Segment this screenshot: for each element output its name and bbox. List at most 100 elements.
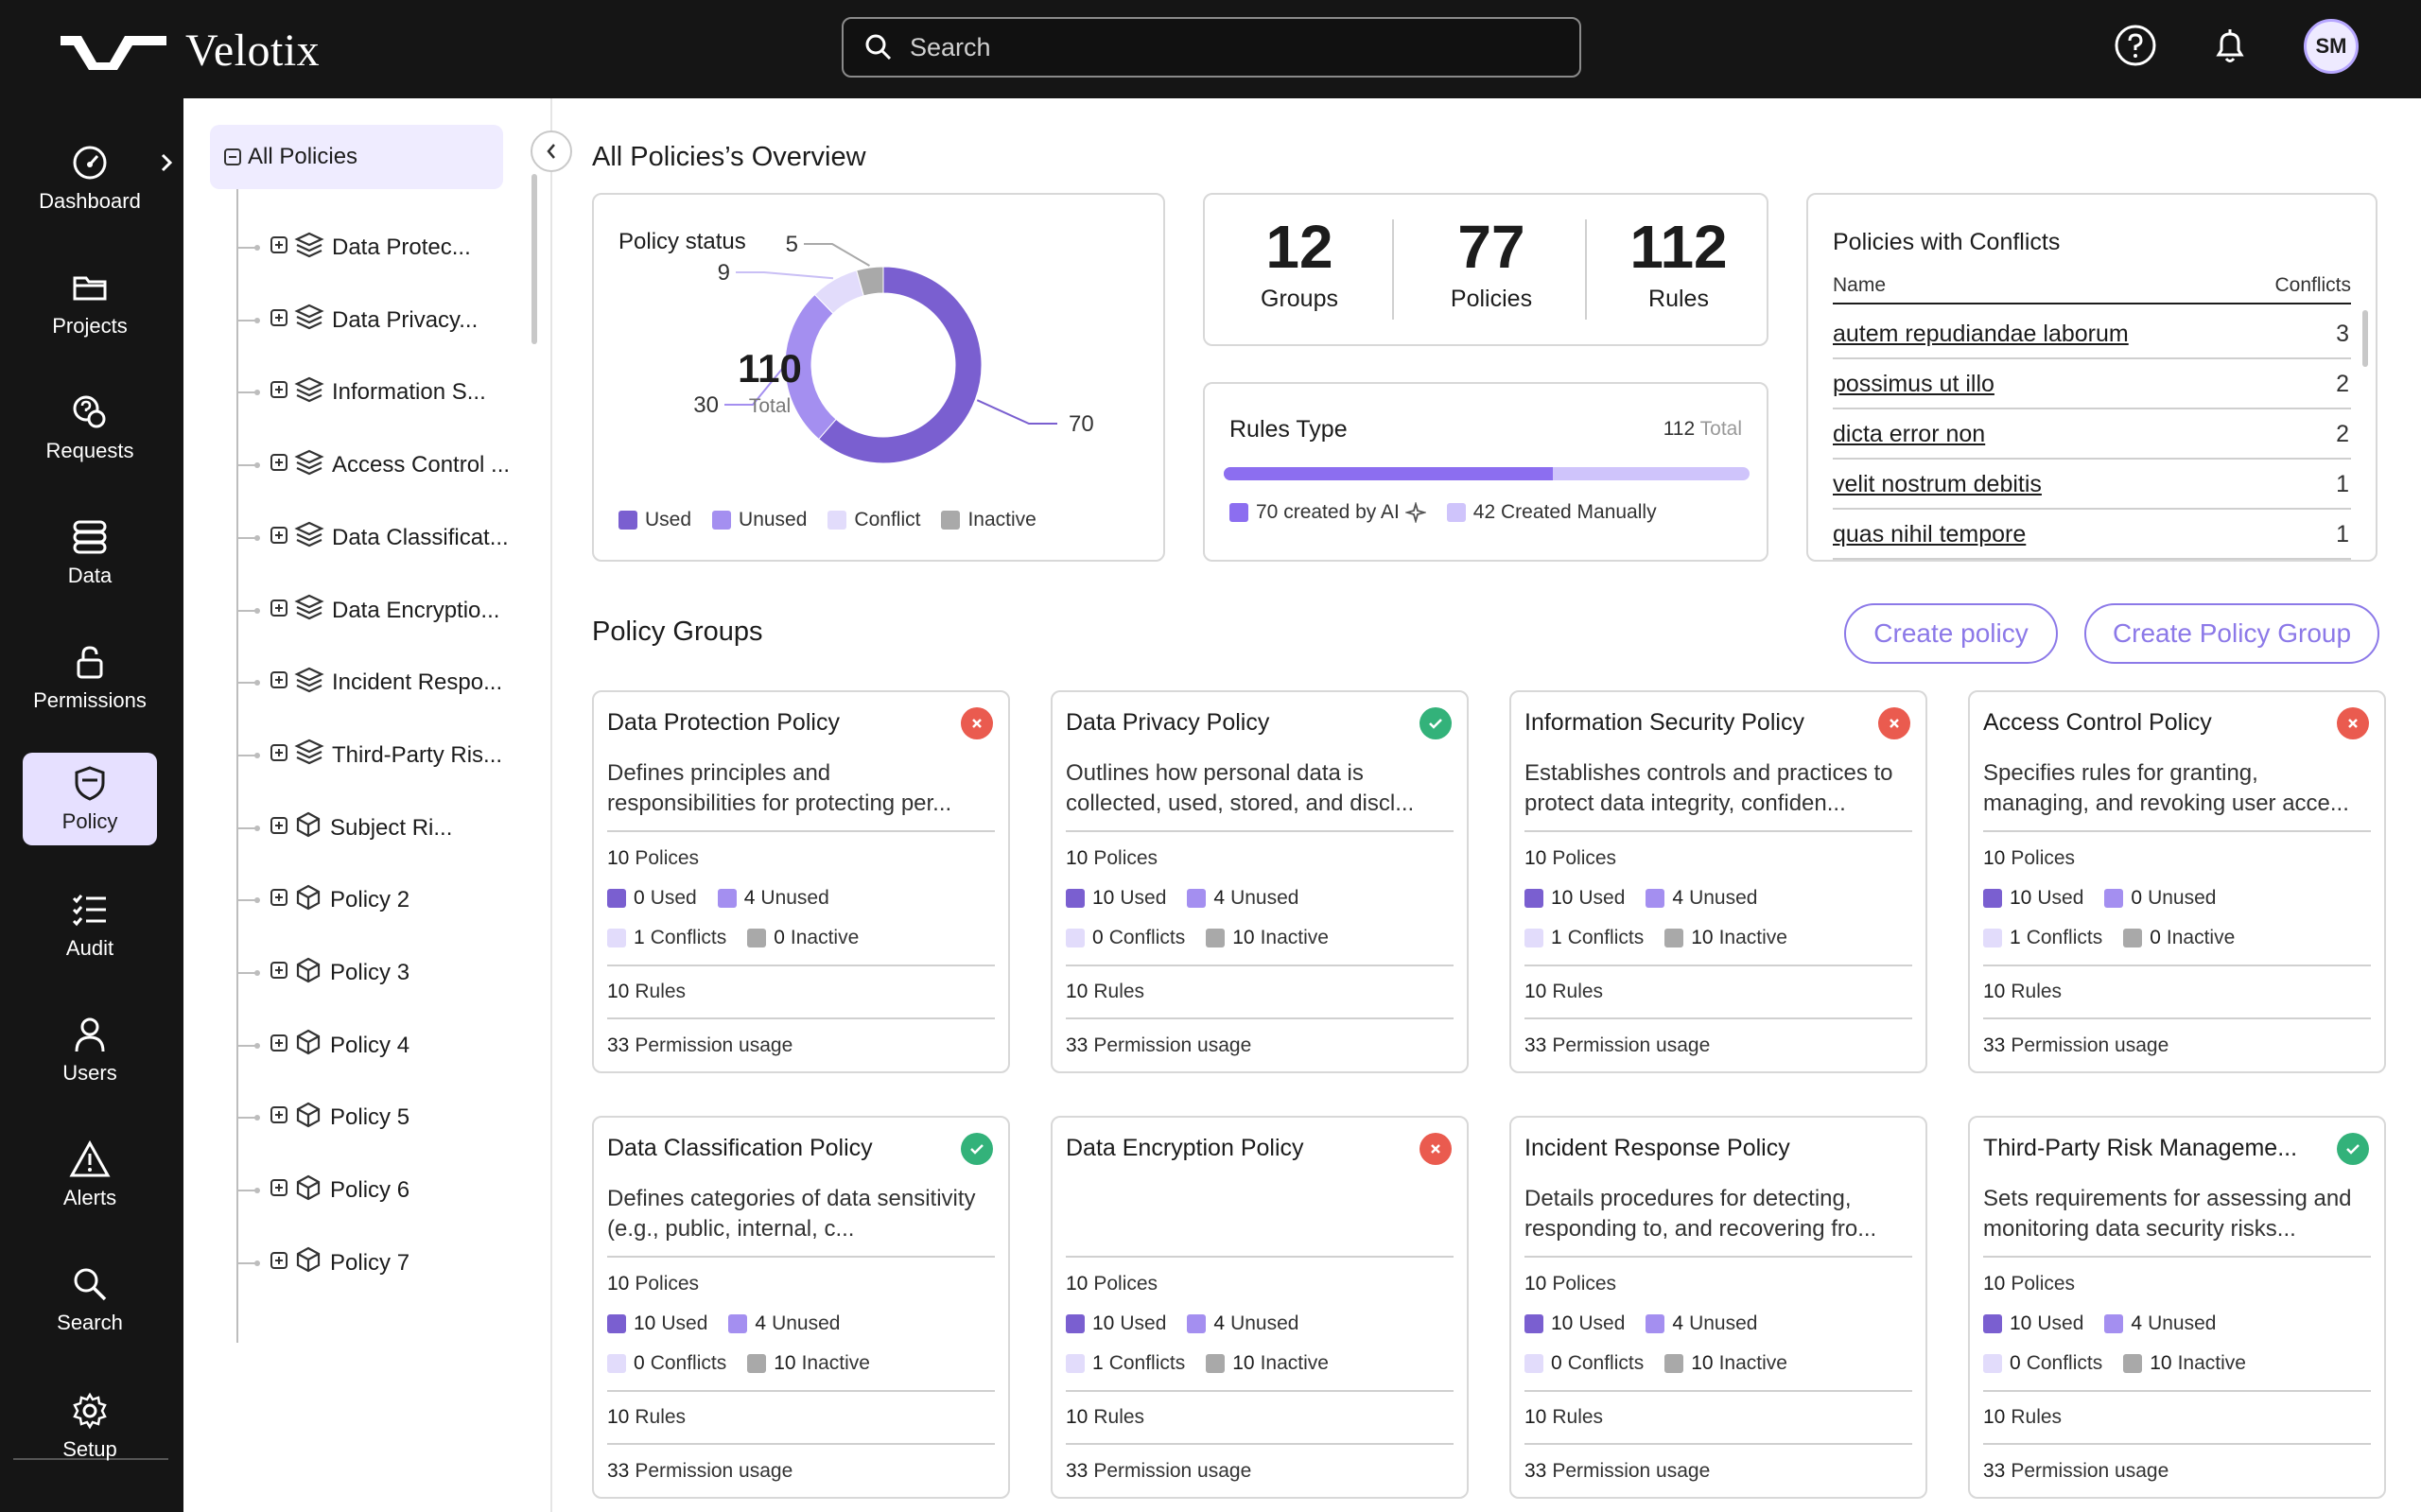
policy-group-card[interactable]: Data Classification Policy Defines catego… — [592, 1116, 1010, 1499]
sidebar-item-data[interactable]: Data — [23, 507, 157, 600]
count-groups: 12 Groups — [1205, 195, 1394, 348]
conflict-row[interactable]: quas nihil tempore 1 — [1833, 511, 2351, 560]
tree-item-policy-group[interactable]: Data Classificat... — [236, 519, 509, 557]
expand-square-icon[interactable] — [270, 960, 288, 986]
tree-item-policy-group[interactable]: Data Encryptio... — [236, 592, 499, 630]
policy-group-card[interactable]: Incident Response Policy Details procedur… — [1509, 1116, 1927, 1499]
policy-group-title: Information Security Policy — [1524, 709, 1804, 736]
sidebar-divider — [13, 1458, 168, 1460]
tree-item-policy-group[interactable]: Data Privacy... — [236, 302, 478, 339]
sidebar-item-alerts[interactable]: Alerts — [23, 1129, 157, 1222]
tree-scrollbar[interactable] — [531, 174, 537, 344]
help-icon[interactable] — [2113, 23, 2158, 68]
conflicts-scrollbar[interactable] — [2362, 310, 2368, 367]
conflict-row[interactable]: possimus ut illo 2 — [1833, 360, 2351, 409]
expand-square-icon[interactable] — [270, 1177, 288, 1204]
conflict-policy-link[interactable]: autem repudiandae laborum — [1833, 320, 2129, 347]
sidebar-item-policy[interactable]: Policy — [23, 753, 157, 845]
divider — [1066, 1017, 1454, 1019]
expand-square-icon[interactable] — [270, 742, 288, 769]
bell-icon[interactable] — [2207, 23, 2253, 68]
callout-label-conflict: 9 — [718, 260, 730, 286]
search-input[interactable]: Search — [842, 17, 1581, 78]
sidebar-item-requests[interactable]: Requests — [23, 382, 157, 475]
policy-group-card[interactable]: Data Protection Policy Defines principles… — [592, 690, 1010, 1073]
sidebar-item-setup[interactable]: Setup — [23, 1381, 157, 1473]
expand-square-icon[interactable] — [270, 452, 288, 478]
tree-item-policy[interactable]: Policy 7 — [236, 1244, 409, 1282]
conflict-row[interactable]: autem repudiandae laborum 3 — [1833, 310, 2351, 359]
chevron-right-icon[interactable] — [159, 151, 174, 174]
donut-segment-unused[interactable] — [784, 293, 837, 441]
policy-group-card[interactable]: Data Encryption Policy 10 Polices 10 Used 4 Un… — [1051, 1116, 1469, 1499]
rules-count: 10 Rules — [607, 981, 687, 1002]
tree-item-policy[interactable]: Policy 5 — [236, 1099, 409, 1137]
expand-square-icon[interactable] — [270, 307, 288, 334]
conflict-policy-link[interactable]: quas nihil tempore — [1833, 520, 2027, 547]
count-value: 12 — [1265, 213, 1333, 281]
tree-item-policy[interactable]: Policy 3 — [236, 954, 409, 992]
sidebar-item-dashboard[interactable]: Dashboard — [23, 132, 157, 225]
count-value: 112 — [1629, 213, 1728, 281]
sidebar-item-search[interactable]: Search — [23, 1254, 157, 1347]
expand-square-icon[interactable] — [270, 887, 288, 913]
avatar[interactable]: SM — [2304, 19, 2359, 74]
collapse-square-icon[interactable] — [223, 148, 242, 166]
tree-item-policy-group[interactable]: Incident Respo... — [236, 664, 502, 702]
expand-square-icon[interactable] — [270, 379, 288, 406]
policy-group-card[interactable]: Access Control Policy Specifies rules for… — [1968, 690, 2386, 1073]
conflict-policy-link[interactable]: dicta error non — [1833, 420, 1986, 447]
permission-usage: 33 Permission usage — [607, 1034, 793, 1056]
tree-root-all-policies[interactable]: All Policies — [210, 125, 503, 189]
conflicts-title: Policies with Conflicts — [1833, 229, 2061, 255]
conflict-policy-link[interactable]: possimus ut illo — [1833, 370, 1994, 397]
donut-segment-inactive[interactable] — [856, 266, 884, 297]
expand-square-icon[interactable] — [270, 598, 288, 624]
logo[interactable]: Velotix — [61, 25, 320, 77]
tree-connector — [236, 464, 257, 467]
expand-square-icon[interactable] — [270, 235, 288, 261]
tree-item-label: Policy 5 — [330, 1104, 410, 1131]
tree-dot — [254, 1260, 260, 1266]
conflict-row[interactable]: dicta error non 2 — [1833, 410, 2351, 460]
tree-item-policy-group[interactable]: Access Control ... — [236, 446, 510, 484]
tree-item-policy-group[interactable]: Data Protec... — [236, 229, 471, 267]
expand-square-icon[interactable] — [270, 669, 288, 696]
tree-connector — [236, 682, 257, 685]
tree-item-policy[interactable]: Policy 6 — [236, 1172, 409, 1209]
sidebar-item-audit[interactable]: Audit — [23, 879, 157, 972]
policy-group-card[interactable]: Third-Party Risk Manageme... Sets require… — [1968, 1116, 2386, 1499]
policy-group-description: Defines categories of data sensitivity (… — [607, 1186, 976, 1242]
tree-item-policy[interactable]: Policy 2 — [236, 881, 409, 919]
divider — [1524, 830, 1912, 832]
tree-item-policy-group[interactable]: Information S... — [236, 374, 486, 411]
conflict-policy-link[interactable]: velit nostrum debitis — [1833, 470, 2042, 497]
sidebar-item-permissions[interactable]: Permissions — [23, 632, 157, 724]
tree-dot — [254, 680, 260, 686]
tree-item-policy-group[interactable]: Third-Party Ris... — [236, 737, 502, 774]
tree-dot — [254, 245, 260, 251]
tree-item-policy[interactable]: Subject Ri... — [236, 809, 452, 847]
policy-group-card[interactable]: Data Privacy Policy Outlines how personal… — [1051, 690, 1469, 1073]
sidebar-item-projects[interactable]: Projects — [23, 257, 157, 350]
collapse-panel-button[interactable] — [531, 130, 572, 172]
create-policy-group-button[interactable]: Create Policy Group — [2084, 603, 2379, 664]
expand-square-icon[interactable] — [270, 525, 288, 551]
layers-icon — [294, 738, 324, 773]
conflicts-card: Policies with Conflicts Name Conflicts a… — [1806, 193, 2377, 562]
expand-square-icon[interactable] — [270, 1104, 288, 1131]
permission-usage: 33 Permission usage — [1524, 1460, 1711, 1482]
policy-group-card[interactable]: Information Security Policy Establishes c… — [1509, 690, 1927, 1073]
policy-group-description — [1066, 1184, 1444, 1244]
tree-item-policy[interactable]: Policy 4 — [236, 1027, 409, 1065]
legend-inactive: Inactive — [941, 509, 1036, 531]
sidebar-item-users[interactable]: Users — [23, 1004, 157, 1097]
expand-square-icon[interactable] — [270, 1033, 288, 1059]
create-policy-button[interactable]: Create policy — [1844, 603, 2058, 664]
policy-group-title: Data Privacy Policy — [1066, 709, 1270, 736]
search-placeholder: Search — [910, 32, 991, 61]
expand-square-icon[interactable] — [270, 1250, 288, 1277]
expand-square-icon[interactable] — [270, 815, 288, 842]
conflict-row[interactable]: velit nostrum debitis 1 — [1833, 461, 2351, 510]
donut-segment-used[interactable] — [817, 266, 983, 464]
